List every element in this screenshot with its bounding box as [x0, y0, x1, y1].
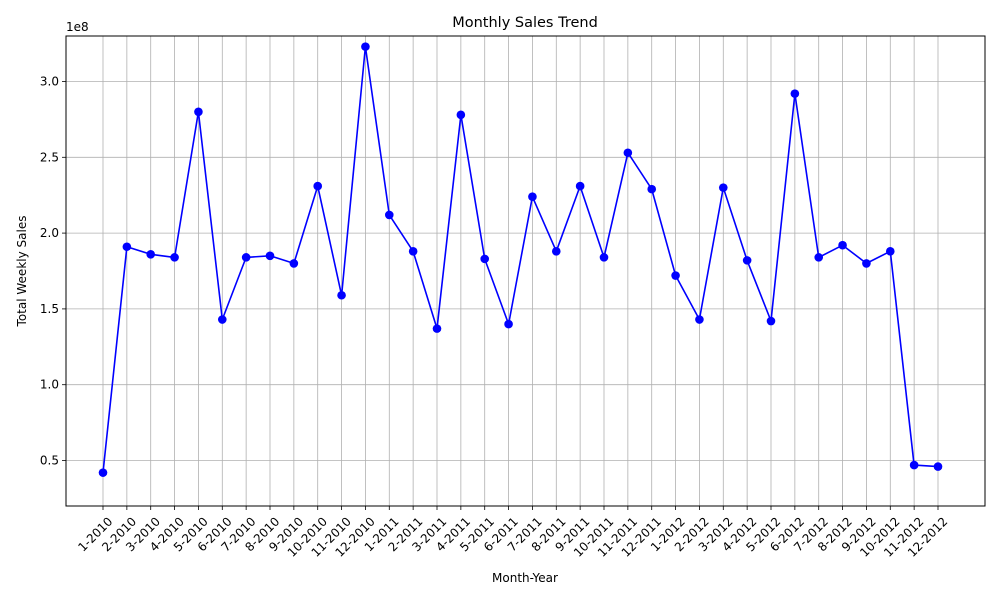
data-point — [170, 253, 179, 262]
data-point — [480, 254, 490, 264]
data-point — [933, 462, 943, 471]
data-point — [695, 315, 704, 324]
data-point — [885, 246, 895, 256]
data-point — [742, 256, 752, 265]
y-tick-label: 0.5 — [40, 454, 59, 468]
data-point — [98, 468, 108, 477]
data-point — [528, 192, 537, 202]
data-point — [408, 246, 418, 256]
data-point — [862, 259, 871, 268]
data-point — [384, 210, 394, 220]
y-tick-label: 3.0 — [40, 74, 59, 88]
y-tick-label: 2.5 — [40, 150, 59, 164]
data-point — [122, 242, 132, 252]
data-point — [599, 253, 609, 262]
series-line — [102, 45, 939, 473]
chart-title: Monthly Sales Trend — [452, 15, 598, 31]
y-axis-label: Total Weekly Sales — [15, 216, 29, 328]
y-tick-label: 1.0 — [40, 378, 59, 392]
y-offset-label: 1e8 — [66, 20, 89, 34]
data-point — [551, 246, 561, 256]
plot-frame — [65, 35, 986, 507]
data-point — [432, 324, 442, 333]
data-point — [838, 240, 847, 250]
data-point — [623, 148, 633, 158]
data-point — [313, 181, 323, 191]
data-point — [217, 315, 227, 324]
data-point — [909, 460, 919, 470]
data-point — [718, 183, 728, 192]
data-point — [289, 259, 299, 268]
data-point — [814, 253, 824, 262]
y-tick-label: 2.0 — [40, 226, 59, 240]
grid — [66, 36, 985, 506]
data-point — [361, 42, 370, 51]
x-axis-label: Month-Year — [492, 571, 558, 585]
data-point — [194, 107, 203, 117]
y-tick-label: 1.5 — [40, 302, 59, 316]
data-point — [456, 110, 466, 120]
data-point — [575, 181, 585, 191]
y-axis-ticks: 0.5 1.0 1.5 2.0 2.5 3.0 — [40, 74, 66, 468]
data-point — [337, 290, 346, 300]
data-point — [766, 316, 776, 326]
data-point — [265, 251, 275, 261]
data-point — [241, 253, 251, 262]
data-point — [790, 89, 800, 98]
series-line-group — [102, 45, 939, 473]
data-point — [146, 250, 156, 259]
data-point — [671, 271, 680, 280]
data-markers — [98, 42, 943, 477]
data-point — [647, 184, 657, 194]
data-point — [504, 319, 513, 329]
